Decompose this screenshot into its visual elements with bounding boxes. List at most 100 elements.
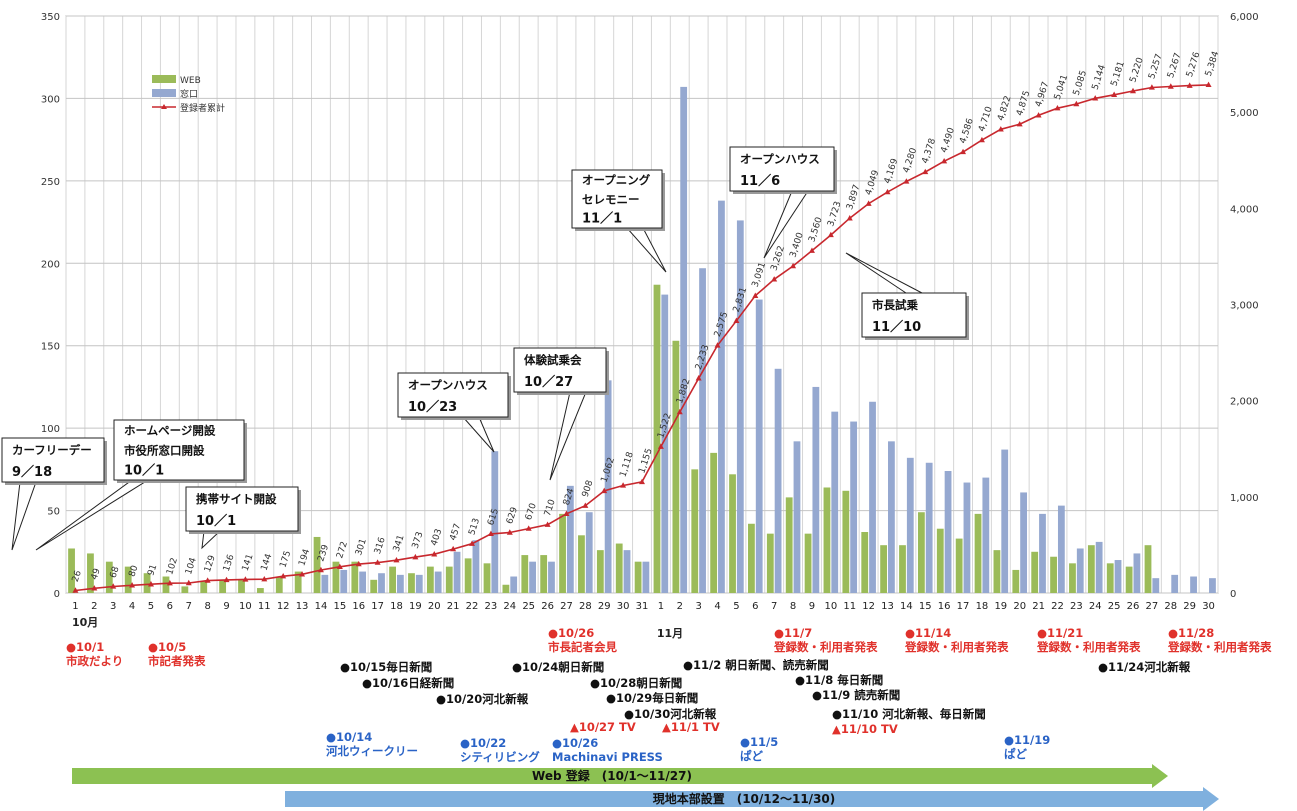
bar-madoguchi [812,386,820,593]
x-axis-tick-label: 24 [1089,601,1102,612]
bar-web [917,512,925,593]
event-news-1108: ●11/8 毎日新聞 [795,673,884,687]
bar-web [842,490,850,593]
event-mag-1014: ●10/14 河北ウィークリー [326,730,418,758]
point-cumulative [657,443,664,449]
month-label-october: 10月 [72,616,98,629]
point-cumulative [1092,95,1099,101]
x-axis-tick-label: 1 [72,601,78,612]
bar-web [691,469,699,593]
bar-madoguchi [378,573,385,593]
bar-web [87,553,94,593]
x-axis-tick-label: 2 [91,601,97,612]
bar-madoguchi [585,512,593,593]
bar-madoguchi [566,485,574,593]
point-cumulative [676,408,683,415]
x-axis-tick-label: 21 [447,601,460,612]
callout-text: オープンハウス [408,378,488,392]
point-cumulative [299,571,306,577]
point-cumulative [733,317,740,323]
legend-swatch-web [152,75,176,83]
bar-madoguchi [963,482,971,593]
bar-web [332,561,340,593]
x-axis-tick-label: 20 [1013,601,1026,612]
callout-text: 10／27 [524,374,573,390]
bar-web [1087,545,1095,593]
x-axis-tick-label: 22 [1051,601,1064,612]
callout-text: 体験試乗会 [524,353,582,367]
point-cumulative [450,545,457,552]
point-cumulative [1205,81,1212,88]
left-axis-tick-label: 0 [54,589,60,600]
x-axis-tick-label: 13 [296,601,309,612]
point-cumulative [280,572,287,579]
bar-madoguchi [774,368,782,593]
registration-chart: 0 50 100 150 200 250 300 350 0 1,000 2,000 3,000 4,0… [1,12,1259,640]
event-mag-1119: ●11/19 ぱど [1004,733,1051,761]
hq-band: 現地本部設置 (10/12～11/30) [285,791,1203,807]
event-news-1020: ●10/20河北新報 [436,692,529,706]
event-news-1028: ●10/28朝日新聞 [590,676,683,690]
x-axis-tick-label: 31 [636,601,649,612]
point-cumulative [714,342,721,348]
bar-madoguchi [1057,505,1065,593]
event-news-1102: ●11/2 朝日新聞、読売新聞 [683,658,829,672]
bar-madoguchi [1209,578,1216,593]
point-cumulative [582,502,589,508]
x-axis-tick-label: 23 [1070,601,1083,612]
callout-box [397,372,509,418]
left-axis-tick-label: 250 [41,177,60,188]
bar-madoguchi [1001,449,1009,593]
point-cumulative [771,276,778,282]
event-red-1005: ●10/5 市記者発表 [148,640,206,668]
bar-madoguchi [793,441,801,593]
bar-web [219,579,227,593]
bar-web [256,588,264,593]
bar-madoguchi [1114,560,1122,593]
x-axis-tick-label: 7 [186,601,192,612]
bar-web [181,586,189,593]
x-axis-tick-label: 12 [862,601,875,612]
bar-web [370,579,378,593]
point-cumulative [1054,105,1061,111]
x-axis-tick-label: 27 [1146,601,1159,612]
x-axis-tick-label: 6 [752,601,758,612]
point-cumulative [166,579,173,586]
bar-madoguchi [548,561,555,593]
x-axis-tick-label: 19 [409,601,422,612]
bar-web [1106,563,1114,593]
point-cumulative [544,521,551,527]
bar-web [408,573,415,593]
bar-web [672,340,680,593]
bar-madoguchi [925,462,933,593]
callout-text: 10／1 [196,513,236,529]
point-cumulative [506,529,513,535]
bar-madoguchi [623,550,631,593]
x-axis-tick-label: 11 [843,601,856,612]
bar-web [880,545,888,593]
event-red-1107: ●11/7 登録数・利用者発表 [774,626,878,654]
bar-madoguchi [906,457,914,593]
x-axis-tick-label: 2 [677,601,683,612]
bar-web [200,581,208,593]
x-axis-tick-label: 13 [881,601,894,612]
point-cumulative [1035,112,1042,118]
callout-text: カーフリーデー [12,443,92,457]
bar-web [936,528,944,593]
point-cumulative [317,566,324,573]
bar-web [1144,545,1152,593]
bar-madoguchi [1133,553,1141,593]
bar-madoguchi [1095,541,1103,593]
x-axis-tick-label: 18 [390,601,403,612]
point-cumulative [223,576,230,583]
point-cumulative [110,583,117,589]
point-cumulative [1073,100,1080,107]
x-axis-tick-label: 25 [1108,601,1121,612]
bar-web [313,536,321,593]
callout-text: 11／1 [582,211,622,227]
bar-web [634,561,642,593]
x-axis-tick-label: 10 [239,601,252,612]
x-axis-tick-label: 18 [976,601,989,612]
x-axis-tick-label: 27 [560,601,573,612]
bar-web [351,561,359,593]
